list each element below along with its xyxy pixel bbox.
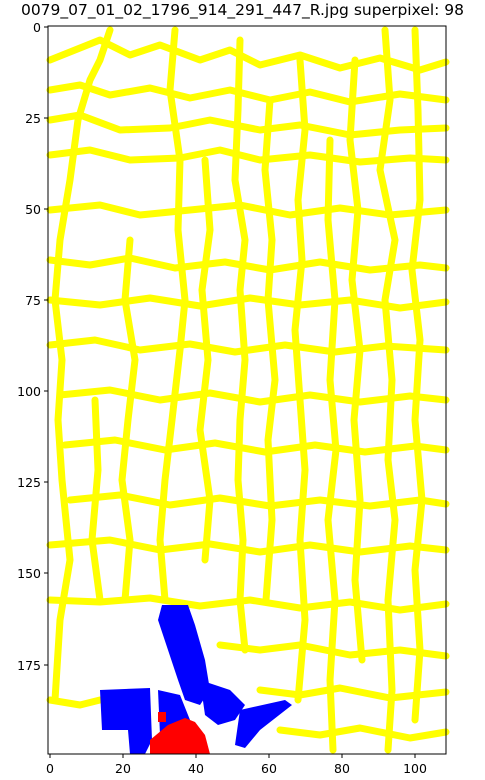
y-tick-label: 50	[25, 202, 41, 217]
neighbor-regions	[100, 605, 292, 754]
plot-frame	[47, 25, 447, 755]
x-tick-label: 100	[403, 761, 427, 776]
y-tick-label: 175	[17, 658, 41, 673]
y-tick-label: 125	[17, 475, 41, 490]
y-tick-label: 150	[17, 566, 41, 581]
figure-title: 0079_07_01_02_1796_914_291_447_R.jpg sup…	[20, 1, 465, 19]
x-tick-label: 20	[115, 761, 131, 776]
x-tick-label: 60	[261, 761, 277, 776]
y-tick-labels: 0 25 50 75 100 125 150 175	[17, 20, 41, 673]
x-tick-label: 80	[334, 761, 350, 776]
y-axis	[44, 26, 48, 666]
y-tick-label: 75	[25, 293, 41, 308]
y-tick-label: 0	[33, 20, 41, 35]
y-tick-label: 100	[17, 384, 41, 399]
x-tick-label: 40	[188, 761, 204, 776]
x-tick-label: 0	[46, 761, 54, 776]
y-tick-label: 25	[25, 111, 41, 126]
selected-superpixel	[150, 712, 210, 754]
x-axis	[49, 754, 416, 758]
superpixel-boundaries	[46, 26, 450, 754]
x-tick-labels: 0 20 40 60 80 100	[46, 761, 427, 776]
